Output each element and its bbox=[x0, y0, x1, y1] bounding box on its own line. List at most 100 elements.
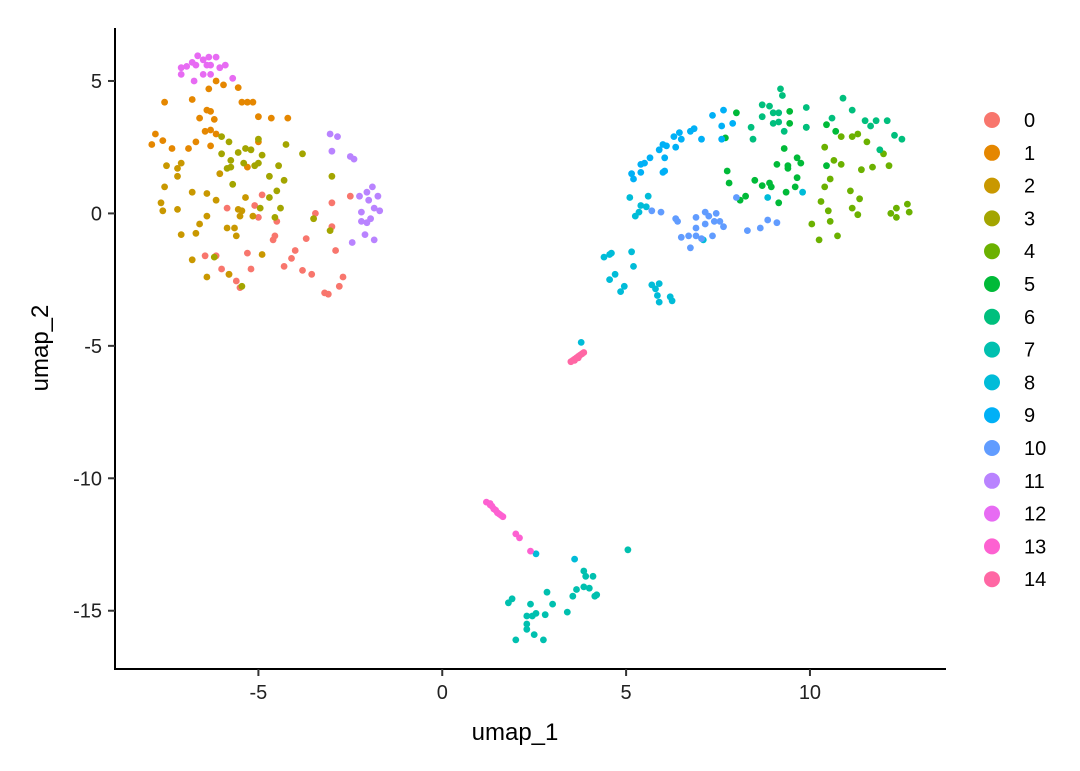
data-point bbox=[203, 212, 211, 220]
data-point bbox=[585, 584, 593, 592]
data-point bbox=[758, 182, 766, 190]
legend-label: 1 bbox=[1024, 143, 1035, 165]
data-point bbox=[593, 591, 601, 599]
data-point bbox=[698, 135, 705, 143]
data-point bbox=[199, 56, 207, 64]
data-point bbox=[225, 138, 233, 146]
data-point bbox=[847, 187, 854, 195]
data-point bbox=[267, 114, 275, 122]
data-point bbox=[720, 106, 727, 114]
data-point bbox=[630, 175, 637, 183]
data-point bbox=[687, 127, 694, 135]
data-point bbox=[573, 586, 580, 593]
data-point bbox=[370, 236, 378, 244]
data-point bbox=[183, 63, 191, 70]
data-point bbox=[328, 147, 336, 155]
data-point bbox=[582, 572, 590, 580]
data-point bbox=[672, 143, 680, 151]
data-point bbox=[346, 192, 354, 200]
data-point bbox=[637, 161, 645, 168]
data-point bbox=[326, 130, 334, 138]
data-point bbox=[328, 172, 336, 180]
data-point bbox=[893, 204, 900, 212]
legend-item-12: 12 bbox=[984, 504, 1046, 526]
data-point bbox=[676, 129, 683, 137]
data-point bbox=[659, 169, 667, 176]
data-point bbox=[238, 207, 246, 215]
data-point bbox=[369, 183, 376, 191]
data-point bbox=[733, 109, 740, 117]
data-point bbox=[674, 218, 681, 225]
data-point bbox=[277, 204, 284, 212]
legend-item-14: 14 bbox=[984, 569, 1046, 591]
legend-key bbox=[984, 308, 1000, 325]
data-point bbox=[891, 131, 898, 139]
data-point bbox=[628, 170, 635, 178]
data-point bbox=[668, 297, 676, 305]
legend-item-6: 6 bbox=[984, 307, 1035, 329]
data-point bbox=[663, 142, 670, 150]
data-point bbox=[266, 172, 273, 180]
data-point bbox=[244, 98, 251, 106]
data-point bbox=[161, 98, 169, 106]
legend-label: 14 bbox=[1024, 569, 1046, 591]
data-point bbox=[271, 214, 279, 221]
legend-label: 10 bbox=[1024, 438, 1046, 460]
legend-label: 9 bbox=[1024, 405, 1035, 427]
data-point bbox=[523, 625, 531, 633]
data-point bbox=[218, 265, 226, 273]
data-point bbox=[207, 126, 215, 134]
legend-key bbox=[984, 374, 1000, 391]
cluster-13-points bbox=[483, 498, 534, 555]
legend-key bbox=[984, 341, 1000, 358]
data-point bbox=[207, 142, 215, 150]
data-point bbox=[782, 188, 790, 196]
data-point bbox=[159, 207, 167, 215]
data-point bbox=[258, 251, 266, 258]
data-point bbox=[363, 188, 371, 196]
data-point bbox=[310, 215, 317, 223]
legend-item-4: 4 bbox=[984, 241, 1035, 263]
y-tick-label: -15 bbox=[73, 601, 102, 623]
data-point bbox=[196, 114, 204, 122]
legend-item-13: 13 bbox=[984, 536, 1046, 558]
data-point bbox=[648, 207, 656, 215]
data-point bbox=[655, 280, 663, 287]
legend-label: 5 bbox=[1024, 274, 1035, 296]
legend-item-2: 2 bbox=[984, 176, 1035, 198]
data-point bbox=[358, 218, 365, 225]
data-point bbox=[247, 265, 255, 273]
cluster-12-points bbox=[177, 52, 237, 85]
data-point bbox=[709, 232, 716, 240]
data-point bbox=[626, 194, 634, 201]
data-point bbox=[747, 123, 755, 131]
data-point bbox=[212, 77, 220, 85]
data-point bbox=[563, 608, 571, 616]
data-point bbox=[569, 592, 577, 600]
data-point bbox=[194, 52, 202, 60]
data-point bbox=[280, 176, 288, 184]
legend-item-10: 10 bbox=[984, 438, 1046, 460]
data-point bbox=[152, 130, 159, 138]
data-point bbox=[577, 339, 585, 346]
data-point bbox=[637, 202, 645, 209]
data-point bbox=[780, 145, 788, 152]
data-point bbox=[826, 218, 834, 225]
data-point bbox=[589, 572, 597, 580]
data-point bbox=[725, 179, 733, 187]
data-point bbox=[203, 273, 211, 281]
cluster-10-points bbox=[648, 194, 781, 252]
data-point bbox=[512, 636, 520, 644]
legend-key bbox=[984, 538, 1000, 555]
data-point bbox=[685, 232, 692, 240]
cluster-3-points bbox=[210, 133, 336, 290]
data-point bbox=[177, 231, 185, 239]
data-point bbox=[701, 220, 709, 228]
data-point bbox=[729, 120, 737, 127]
data-point bbox=[775, 109, 783, 117]
cluster-1-points bbox=[148, 77, 292, 171]
legend-key bbox=[984, 407, 1000, 424]
data-point bbox=[291, 247, 299, 254]
data-point bbox=[830, 157, 838, 164]
